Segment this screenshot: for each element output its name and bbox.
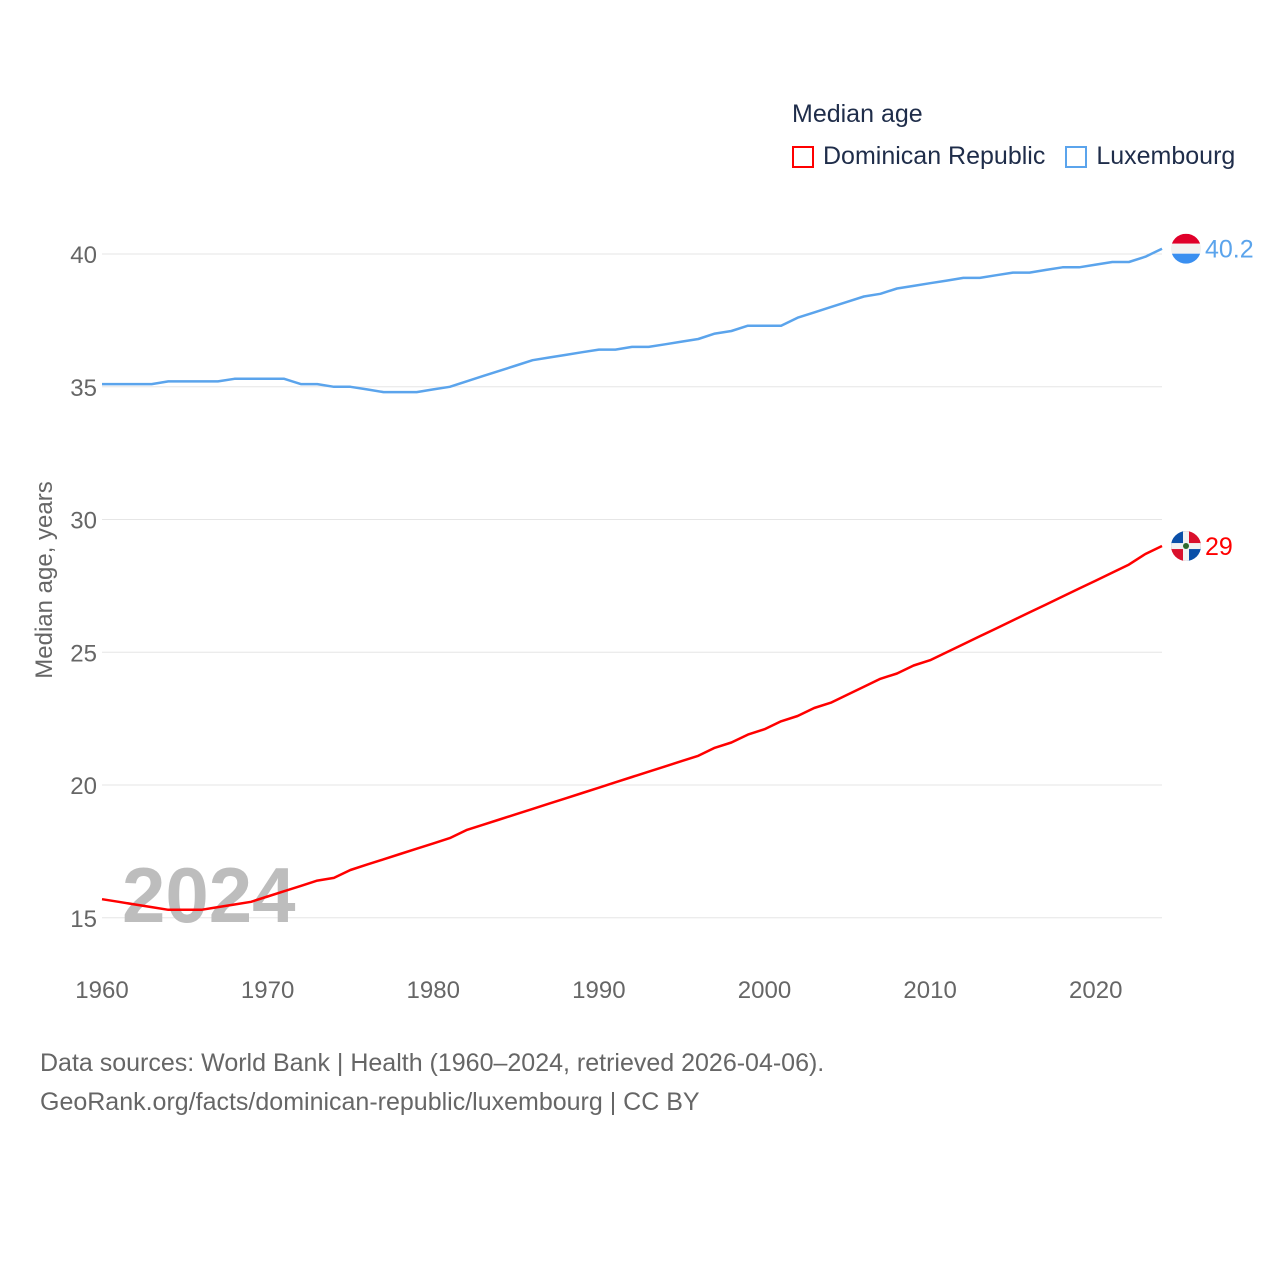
end-value-label: 29	[1205, 533, 1233, 561]
series-line-luxembourg	[102, 247, 1163, 394]
data-source-text: Data sources: World Bank | Health (1960–…	[40, 1049, 825, 1077]
x-tick-label: 1970	[241, 977, 294, 1004]
x-tick-label: 1960	[75, 977, 128, 1004]
legend-item-dominican-republic[interactable]: Dominican Republic	[792, 142, 1045, 171]
y-axis-label: Median age, years	[31, 481, 58, 678]
footer: Data sources: World Bank | Health (1960–…	[40, 1044, 824, 1122]
end-value-label: 40.2	[1205, 236, 1254, 264]
legend-label: Dominican Republic	[823, 142, 1046, 170]
series-line-dominican-republic	[101, 544, 1163, 912]
y-tick-label: 35	[70, 375, 97, 402]
dominican-republic-flag-icon	[1171, 531, 1201, 562]
y-tick-label: 20	[70, 773, 97, 800]
x-tick-label: 1990	[572, 977, 625, 1004]
x-tick-label: 2000	[738, 977, 791, 1004]
y-tick-label: 40	[70, 242, 97, 269]
y-tick-label: 25	[70, 640, 97, 667]
attribution-text: GeoRank.org/facts/dominican-republic/lux…	[40, 1088, 700, 1116]
x-tick-label: 1980	[407, 977, 460, 1004]
legend-label: Luxembourg	[1096, 142, 1236, 170]
x-tick-label: 2020	[1069, 977, 1122, 1004]
legend: Dominican Republic Luxembourg	[792, 142, 1255, 171]
legend-title: Median age	[792, 100, 923, 128]
year-watermark: 2024	[122, 851, 296, 939]
y-tick-label: 15	[70, 906, 97, 933]
luxembourg-flag-icon	[1171, 233, 1201, 264]
y-tick-label: 30	[70, 508, 97, 535]
legend-swatch	[1065, 145, 1088, 168]
legend-item-luxembourg[interactable]: Luxembourg	[1065, 142, 1235, 171]
legend-swatch	[792, 145, 814, 168]
x-tick-label: 2010	[903, 977, 956, 1004]
